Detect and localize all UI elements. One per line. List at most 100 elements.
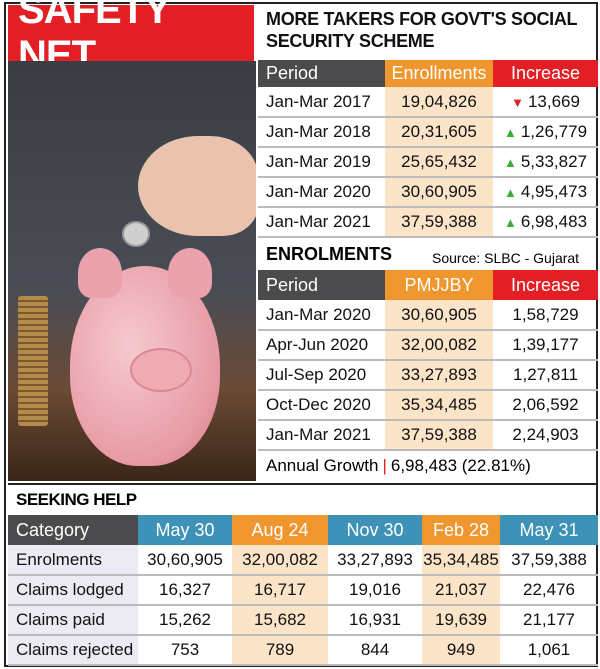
column-header: PMJJBY [385, 270, 493, 300]
value-cell-text: 789 [265, 640, 295, 659]
column-header: Period [258, 270, 385, 300]
pmjjby-cell: 35,34,485 [385, 390, 493, 421]
column-header: Increase [493, 270, 598, 300]
category-cell: Claims lodged [8, 575, 138, 606]
increase-cell: 1,58,729 [493, 300, 598, 331]
table-row: Jan-Mar 2021 37,59,388 2,24,903 [258, 420, 598, 451]
down-triangle-icon: ▼ [511, 94, 524, 110]
pmjjby-cell-text: 37,59,388 [401, 425, 477, 444]
period-cell-text: Jan-Mar 2017 [266, 91, 371, 111]
enrollments-cell-text: 20,31,605 [401, 122, 477, 141]
period-cell: Jan-Mar 2018 [258, 117, 385, 148]
increase-cell: 2,24,903 [493, 420, 598, 451]
value-cell: 15,682 [232, 605, 328, 636]
period-cell-text: Oct-Dec 2020 [266, 395, 371, 414]
value-cell-text: 33,27,893 [337, 549, 413, 569]
category-cell-text: Claims rejected [16, 640, 134, 659]
value-cell-text: 37,59,388 [511, 549, 587, 569]
source-note: Source: SLBC - Gujarat [432, 250, 580, 266]
increase-cell-text: 6,98,483 [520, 212, 588, 231]
column-header: Period [258, 60, 385, 87]
increase-cell-text: 4,95,473 [520, 182, 588, 201]
column-header-text: Aug 24 [251, 519, 309, 540]
pig-ear [168, 248, 212, 298]
increase-cell: ▲ 1,26,779 [493, 117, 598, 148]
value-cell-text: 1,061 [527, 640, 571, 659]
pmjjby-cell: 32,00,082 [385, 330, 493, 361]
table-row: Jan-Mar 2017 19,04,826 ▼ 13,669 [258, 87, 598, 118]
up-triangle-icon: ▲ [503, 155, 517, 170]
table1-heading: MORE TAKERS FOR GOVT'S SOCIAL SECURITY S… [266, 9, 577, 51]
column-header: May 31 [500, 515, 598, 545]
period-cell-text: Jan-Mar 2021 [266, 212, 371, 231]
value-cell: 753 [138, 635, 232, 666]
table-row: Apr-Jun 2020 32,00,082 1,39,177 [258, 330, 598, 361]
increase-cell: 2,06,592 [493, 390, 598, 421]
claims-table: Category May 30 Aug 24 Nov 30 Feb 28 May 31 En… [8, 515, 598, 666]
period-cell: Oct-Dec 2020 [258, 390, 385, 421]
enrollments-cell: 19,04,826 [385, 87, 493, 118]
period-cell: Jan-Mar 2017 [258, 87, 385, 118]
category-cell: Claims rejected [8, 635, 138, 666]
table-row: Jan-Mar 2020 30,60,905 1,58,729 [258, 300, 598, 331]
period-cell: Jan-Mar 2019 [258, 147, 385, 178]
divider [8, 483, 598, 485]
column-header-text: Feb 28 [432, 519, 490, 540]
value-cell-text: 22,476 [523, 580, 575, 599]
category-cell: Claims paid [8, 605, 138, 636]
table-row: Jan-Mar 2018 20,31,605 ▲ 1,26,779 [258, 117, 598, 148]
increase-cell: ▲ 5,33,827 [493, 147, 598, 178]
enrollments-cell-text: 25,65,432 [401, 152, 477, 171]
column-header-text: Increase [510, 63, 581, 83]
value-cell: 15,262 [138, 605, 232, 636]
value-cell-text: 753 [170, 640, 200, 659]
table-row: Claims paid 15,262 15,682 16,931 19,639 21,17… [8, 605, 598, 636]
value-cell: 16,327 [138, 575, 232, 606]
pmjjby-cell: 37,59,388 [385, 420, 493, 451]
column-header: Enrollments [385, 60, 493, 87]
period-cell-text: Jan-Mar 2020 [266, 304, 371, 324]
value-cell-text: 21,037 [435, 580, 487, 599]
value-cell-text: 16,931 [349, 610, 401, 629]
value-cell: 22,476 [500, 575, 598, 606]
annual-growth-label: Annual Growth [266, 456, 379, 475]
period-cell: Jul-Sep 2020 [258, 360, 385, 391]
up-triangle-icon: ▲ [503, 215, 517, 230]
hand-image [138, 136, 256, 236]
table-row: Jan-Mar 2019 25,65,432 ▲ 5,33,827 [258, 147, 598, 178]
table3-heading: SEEKING HELP [16, 490, 137, 509]
increase-cell-text: 1,58,729 [512, 304, 579, 324]
increase-cell: 1,27,811 [493, 360, 598, 391]
increase-cell: ▲ 4,95,473 [493, 177, 598, 208]
category-cell-text: Claims lodged [16, 580, 124, 599]
value-cell-text: 15,262 [159, 610, 211, 629]
enrollments-cell: 25,65,432 [385, 147, 493, 178]
pmjjby-cell-text: 33,27,893 [401, 365, 477, 384]
value-cell-text: 949 [446, 640, 476, 659]
column-header: Increase [493, 60, 598, 87]
column-header: Feb 28 [422, 515, 500, 545]
pig-snout [130, 348, 192, 392]
period-cell: Apr-Jun 2020 [258, 330, 385, 361]
increase-cell-text: 1,39,177 [512, 335, 579, 354]
period-cell: Jan-Mar 2021 [258, 420, 385, 451]
column-header: May 30 [138, 515, 232, 545]
annual-growth-value: 6,98,483 (22.81%) [390, 456, 531, 475]
header-row: Period PMJJBY Increase [258, 270, 598, 300]
pmjjby-cell: 33,27,893 [385, 360, 493, 391]
value-cell-text: 16,717 [254, 580, 306, 599]
up-triangle-icon: ▲ [503, 125, 517, 140]
period-cell-text: Jan-Mar 2020 [266, 182, 371, 201]
column-header: Aug 24 [232, 515, 328, 545]
table2-heading: ENROLMENTS [266, 244, 392, 264]
enrollments-cell-text: 19,04,826 [401, 91, 477, 111]
infographic-title: SAFETY NET [8, 0, 254, 77]
value-cell: 30,60,905 [138, 545, 232, 576]
period-cell: Jan-Mar 2021 [258, 207, 385, 238]
up-triangle-icon: ▲ [503, 185, 517, 200]
pmjjby-table: Period PMJJBY Increase Jan-Mar 2020 30,60,90… [258, 270, 598, 451]
value-cell-text: 30,60,905 [147, 549, 223, 569]
enrollments-table: Period Enrollments Increase Jan-Mar 2017 19,… [258, 60, 598, 238]
increase-cell-text: 1,26,779 [520, 122, 588, 141]
period-cell-text: Jan-Mar 2021 [266, 425, 371, 444]
